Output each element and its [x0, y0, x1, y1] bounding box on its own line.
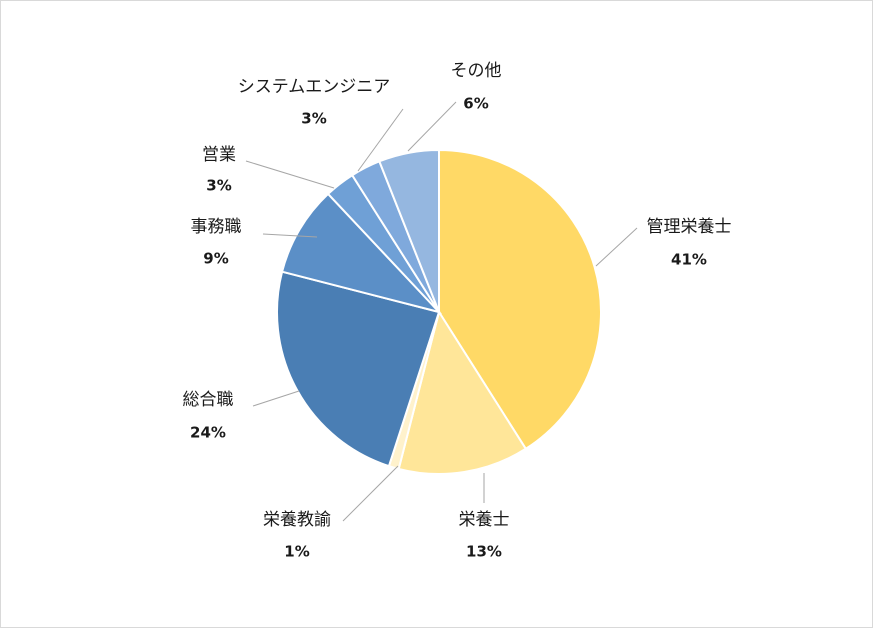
slice-percent-system-engineer: 3% [301, 110, 326, 128]
pie-slice-jimushoku [280, 192, 443, 314]
slice-percent-sougoushoku: 24% [190, 424, 226, 442]
leader-line-kanri-eiyoushi [595, 227, 638, 267]
pie-slice-sougoushoku [276, 270, 441, 468]
slice-percent-sonota: 6% [463, 95, 488, 113]
slice-percent-jimushoku: 9% [203, 250, 228, 268]
slice-percent-eiyou-kyouyu: 1% [284, 543, 309, 561]
pie-slice-eiyoushi [397, 309, 528, 475]
slice-label-sougoushoku: 総合職 [183, 390, 234, 410]
leader-line-system-engineer [357, 108, 404, 172]
leader-line-jimushoku [262, 233, 318, 238]
slice-label-eigyou: 営業 [202, 145, 236, 165]
slice-label-kanri-eiyoushi: 管理栄養士 [647, 217, 732, 237]
slice-percent-kanri-eiyoushi: 41% [671, 251, 707, 269]
slice-percent-eigyou: 3% [206, 177, 231, 195]
slice-percent-eiyoushi: 13% [466, 543, 502, 561]
leader-line-sonota [407, 101, 457, 152]
slice-label-eiyoushi: 栄養士 [459, 510, 510, 530]
slice-label-jimushoku: 事務職 [191, 217, 242, 237]
leader-line-sougoushoku [252, 390, 300, 407]
leader-line-eiyou-kyouyu [342, 465, 399, 522]
pie-slice-sonota [378, 148, 440, 313]
slice-label-eiyou-kyouyu: 栄養教諭 [263, 510, 331, 530]
slice-label-system-engineer: システムエンジニア [238, 77, 391, 97]
leader-line-eigyou [245, 160, 335, 189]
slice-label-sonota: その他 [451, 61, 502, 81]
